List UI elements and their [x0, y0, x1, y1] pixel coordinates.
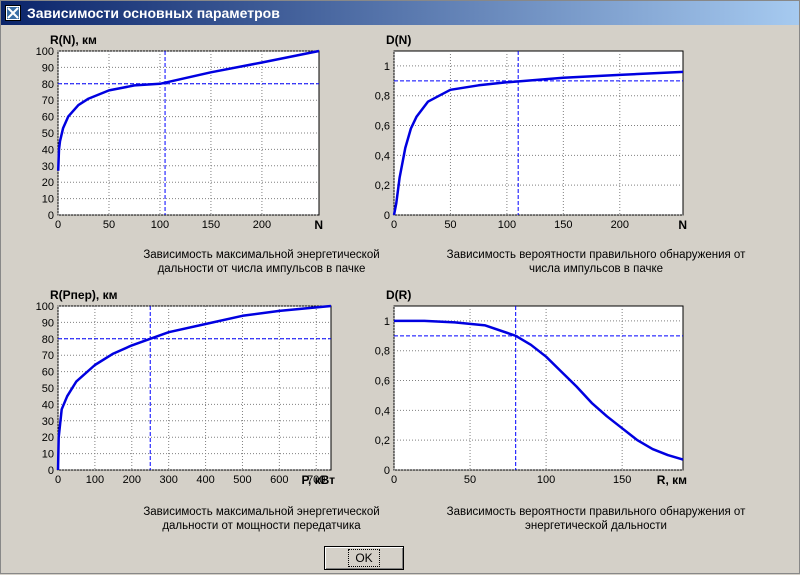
x-tick-label: 150 [202, 219, 220, 231]
chart-1: 0 50 100 150 2000102030405060708090100R(N), … [36, 33, 380, 275]
x-tick-label: 100 [498, 219, 516, 231]
x-tick-label: 50 [464, 474, 476, 486]
x-tick-label: 200 [123, 474, 141, 486]
y-tick-label: 0 [48, 210, 54, 222]
chart-title: D(R) [386, 288, 411, 302]
chart-title: R(N), км [50, 33, 97, 47]
x-axis-label: P, кВт [301, 473, 335, 487]
series-line [394, 319, 684, 461]
ok-button[interactable]: OK [324, 546, 404, 570]
y-tick-label: 1 [384, 316, 390, 328]
x-tick-label: 100 [151, 219, 169, 231]
plot-area [57, 305, 332, 471]
y-tick-label: 90 [42, 62, 54, 74]
x-tick-label: 400 [196, 474, 214, 486]
title-bar[interactable]: Зависимости основных параметров [1, 1, 799, 25]
y-tick-label: 60 [42, 112, 54, 124]
x-tick-label: 700 [307, 474, 325, 486]
chart-caption: Зависимость вероятности правильного обна… [447, 506, 746, 518]
x-tick-label: 200 [253, 219, 271, 231]
series-line [392, 70, 684, 216]
y-tick-label: 20 [42, 177, 54, 189]
series-line [56, 49, 320, 171]
x-tick-label: 100 [86, 474, 104, 486]
y-tick-label: 100 [36, 301, 54, 313]
x-tick-label: 150 [613, 474, 631, 486]
x-tick-label: 500 [233, 474, 251, 486]
x-axis-label: N [314, 218, 323, 232]
x-axis-label: R, км [657, 473, 687, 487]
x-tick-label: 600 [270, 474, 288, 486]
y-tick-label: 0,2 [375, 435, 390, 447]
y-tick-label: 30 [42, 416, 54, 428]
x-tick-label: 0 [391, 219, 397, 231]
y-tick-label: 10 [42, 194, 54, 206]
chart-caption: Зависимость вероятности правильного обна… [447, 249, 746, 261]
app-icon [5, 5, 21, 21]
chart-title: R(Pпер), км [50, 288, 118, 302]
x-tick-label: 50 [444, 219, 456, 231]
y-tick-label: 1 [384, 61, 390, 73]
chart-caption: Зависимость максимальной энергетической [143, 249, 379, 261]
chart-caption: Зависимость максимальной энергетической [143, 506, 379, 518]
x-tick-label: 200 [611, 219, 629, 231]
x-tick-label: 150 [554, 219, 572, 231]
plot-area [393, 50, 684, 216]
y-tick-label: 70 [42, 95, 54, 107]
y-tick-label: 80 [42, 79, 54, 91]
y-tick-label: 0,4 [375, 405, 390, 417]
y-tick-label: 50 [42, 128, 54, 140]
y-tick-label: 0,8 [375, 91, 390, 103]
y-tick-label: 0,6 [375, 376, 390, 388]
y-tick-label: 60 [42, 367, 54, 379]
x-tick-label: 50 [103, 219, 115, 231]
y-tick-label: 0,4 [375, 150, 390, 162]
chart-3: 0 100 200 300 400 500 600 700 0 10 20 30 40 50 60 70 80 9… [36, 288, 380, 532]
series-line [56, 304, 332, 471]
x-axis-label: N [678, 218, 687, 232]
y-tick-label: 100 [36, 46, 54, 58]
ok-button-label: OK [348, 549, 380, 567]
chart-caption: энергетической дальности [525, 520, 667, 532]
y-tick-label: 40 [42, 144, 54, 156]
plot-area [393, 305, 684, 471]
chart-caption: числа импульсов в пачке [529, 263, 663, 275]
y-tick-label: 20 [42, 432, 54, 444]
y-tick-label: 80 [42, 334, 54, 346]
chart-caption: дальности от числа импульсов в пачке [158, 263, 366, 275]
y-tick-label: 50 [42, 383, 54, 395]
y-tick-label: 40 [42, 399, 54, 411]
y-tick-label: 90 [42, 317, 54, 329]
chart-2: 0 50 100 150 200 0 0,2 0,4 0,6 0,8 1 D(N) N Зависимос… [375, 33, 746, 275]
x-tick-label: 0 [391, 474, 397, 486]
x-tick-label: 0 [55, 219, 61, 231]
chart-4: 0 50 100 150 0 0,2 0,4 0,6 0,8 1 D(R) R, км Зависимо… [375, 288, 746, 532]
y-tick-label: 0 [48, 465, 54, 477]
y-tick-label: 0,6 [375, 121, 390, 133]
chart-title: D(N) [386, 33, 411, 47]
window-title: Зависимости основных параметров [27, 5, 280, 21]
x-tick-label: 100 [537, 474, 555, 486]
y-tick-label: 30 [42, 161, 54, 173]
x-tick-label: 0 [55, 474, 61, 486]
y-tick-label: 0 [384, 465, 390, 477]
x-tick-label: 300 [159, 474, 177, 486]
y-tick-label: 0,2 [375, 180, 390, 192]
chart-caption: дальности от мощности передатчика [162, 520, 361, 532]
y-tick-label: 0,8 [375, 346, 390, 358]
y-tick-label: 10 [42, 449, 54, 461]
y-tick-label: 70 [42, 350, 54, 362]
y-tick-label: 0 [384, 210, 390, 222]
